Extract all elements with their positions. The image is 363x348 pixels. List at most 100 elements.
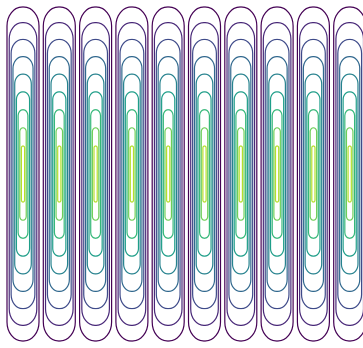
contour-column-9 xyxy=(296,6,330,342)
contour-level-0.6 xyxy=(52,91,67,257)
contour-level-0.9 xyxy=(93,145,98,203)
contour-level-0.3 xyxy=(337,38,363,310)
contour-level-0.4 xyxy=(339,56,361,292)
contour-level-0.1 xyxy=(296,6,330,342)
contour-column-7 xyxy=(224,6,258,342)
contour-level-0.1 xyxy=(115,6,149,342)
contour-column-8 xyxy=(260,6,294,342)
contour-level-0.3 xyxy=(46,38,72,310)
contour-level-0.4 xyxy=(266,56,288,292)
contour-level-0.6 xyxy=(233,91,248,257)
contour-level-0.2 xyxy=(335,22,363,326)
contour-level-0.9 xyxy=(20,145,26,203)
contour-level-0.3 xyxy=(192,38,217,310)
contour-level-0.2 xyxy=(81,22,110,326)
contour-column-5 xyxy=(151,6,185,342)
contour-column-2 xyxy=(42,6,76,342)
contour-level-0.6 xyxy=(306,91,321,257)
contour-level-0.7 xyxy=(90,109,102,239)
contour-level-0.7 xyxy=(53,109,65,239)
contour-level-0.9 xyxy=(129,145,135,203)
contour-level-0.7 xyxy=(235,109,247,239)
contour-level-0.5 xyxy=(123,73,141,275)
contour-level-0.1 xyxy=(6,6,40,342)
contour-level-0.5 xyxy=(304,73,323,275)
contour-column-6 xyxy=(187,6,222,342)
contour-level-0.3 xyxy=(119,38,145,310)
contour-level-0.2 xyxy=(190,22,219,326)
contour-level-0.7 xyxy=(199,109,210,239)
contour-level-0.8 xyxy=(200,127,209,221)
contour-level-0.9 xyxy=(347,145,352,203)
contour-level-0.6 xyxy=(269,91,285,257)
contour-level-0.5 xyxy=(231,73,250,275)
contour-level-0.2 xyxy=(117,22,147,326)
contour-level-0.3 xyxy=(155,38,181,310)
contour-column-1 xyxy=(6,6,40,342)
contour-level-0.9 xyxy=(238,145,243,203)
contour-level-0.2 xyxy=(153,22,183,326)
contour-level-0.7 xyxy=(17,109,29,239)
contour-level-0.1 xyxy=(42,6,76,342)
contour-level-0.5 xyxy=(86,73,105,275)
contour-level-0.4 xyxy=(230,56,252,292)
contour-level-0.7 xyxy=(271,109,283,239)
contour-level-0.6 xyxy=(124,91,140,257)
contour-level-0.9 xyxy=(311,145,316,203)
contour-level-0.4 xyxy=(302,56,325,292)
contour-level-0.5 xyxy=(340,73,359,275)
contour-level-0.2 xyxy=(8,22,38,326)
contour-level-0.8 xyxy=(91,127,100,221)
contour-level-0.4 xyxy=(193,56,216,292)
contour-level-0.5 xyxy=(195,73,214,275)
contour-level-0.2 xyxy=(44,22,74,326)
contour-level-0.8 xyxy=(236,127,245,221)
contour-level-0.6 xyxy=(88,91,103,257)
contour-level-0.1 xyxy=(224,6,258,342)
contour-level-0.5 xyxy=(50,73,69,275)
contour-level-0.8 xyxy=(19,127,27,221)
contour-level-0.4 xyxy=(121,56,143,292)
contour-level-0.6 xyxy=(161,91,176,257)
contour-level-0.9 xyxy=(274,145,280,203)
contour-level-0.2 xyxy=(262,22,292,326)
contour-level-0.8 xyxy=(55,127,64,221)
contour-level-0.3 xyxy=(300,38,326,310)
contour-column-4 xyxy=(115,6,149,342)
contour-level-0.3 xyxy=(228,38,254,310)
contour-level-0.4 xyxy=(12,56,34,292)
contour-level-0.3 xyxy=(83,38,109,310)
contour-level-0.9 xyxy=(57,145,62,203)
contour-level-0.6 xyxy=(15,91,31,257)
contour-level-0.2 xyxy=(299,22,328,326)
contour-level-0.4 xyxy=(84,56,107,292)
contour-level-0.4 xyxy=(157,56,179,292)
contour-level-0.9 xyxy=(166,145,171,203)
contour-level-0.5 xyxy=(14,73,32,275)
contour-level-0.8 xyxy=(345,127,354,221)
contour-level-0.1 xyxy=(260,6,294,342)
contour-level-0.7 xyxy=(344,109,356,239)
contour-level-0.1 xyxy=(187,6,222,342)
contour-level-0.1 xyxy=(333,6,363,342)
contour-level-0.7 xyxy=(162,109,174,239)
contour-column-10 xyxy=(333,6,363,342)
contour-level-0.8 xyxy=(128,127,136,221)
contour-level-0.7 xyxy=(307,109,319,239)
contour-level-0.5 xyxy=(159,73,178,275)
contour-level-0.3 xyxy=(264,38,290,310)
contour-level-0.7 xyxy=(126,109,138,239)
contour-level-0.4 xyxy=(48,56,70,292)
contour-level-0.6 xyxy=(342,91,357,257)
contour-level-0.6 xyxy=(197,91,212,257)
contour-level-0.1 xyxy=(151,6,185,342)
contour-level-0.5 xyxy=(268,73,286,275)
contour-level-0.3 xyxy=(10,38,36,310)
contour-column-3 xyxy=(78,6,113,342)
contour-level-0.8 xyxy=(273,127,281,221)
contour-level-0.1 xyxy=(78,6,113,342)
contour-level-0.8 xyxy=(309,127,318,221)
contour-level-0.8 xyxy=(164,127,173,221)
